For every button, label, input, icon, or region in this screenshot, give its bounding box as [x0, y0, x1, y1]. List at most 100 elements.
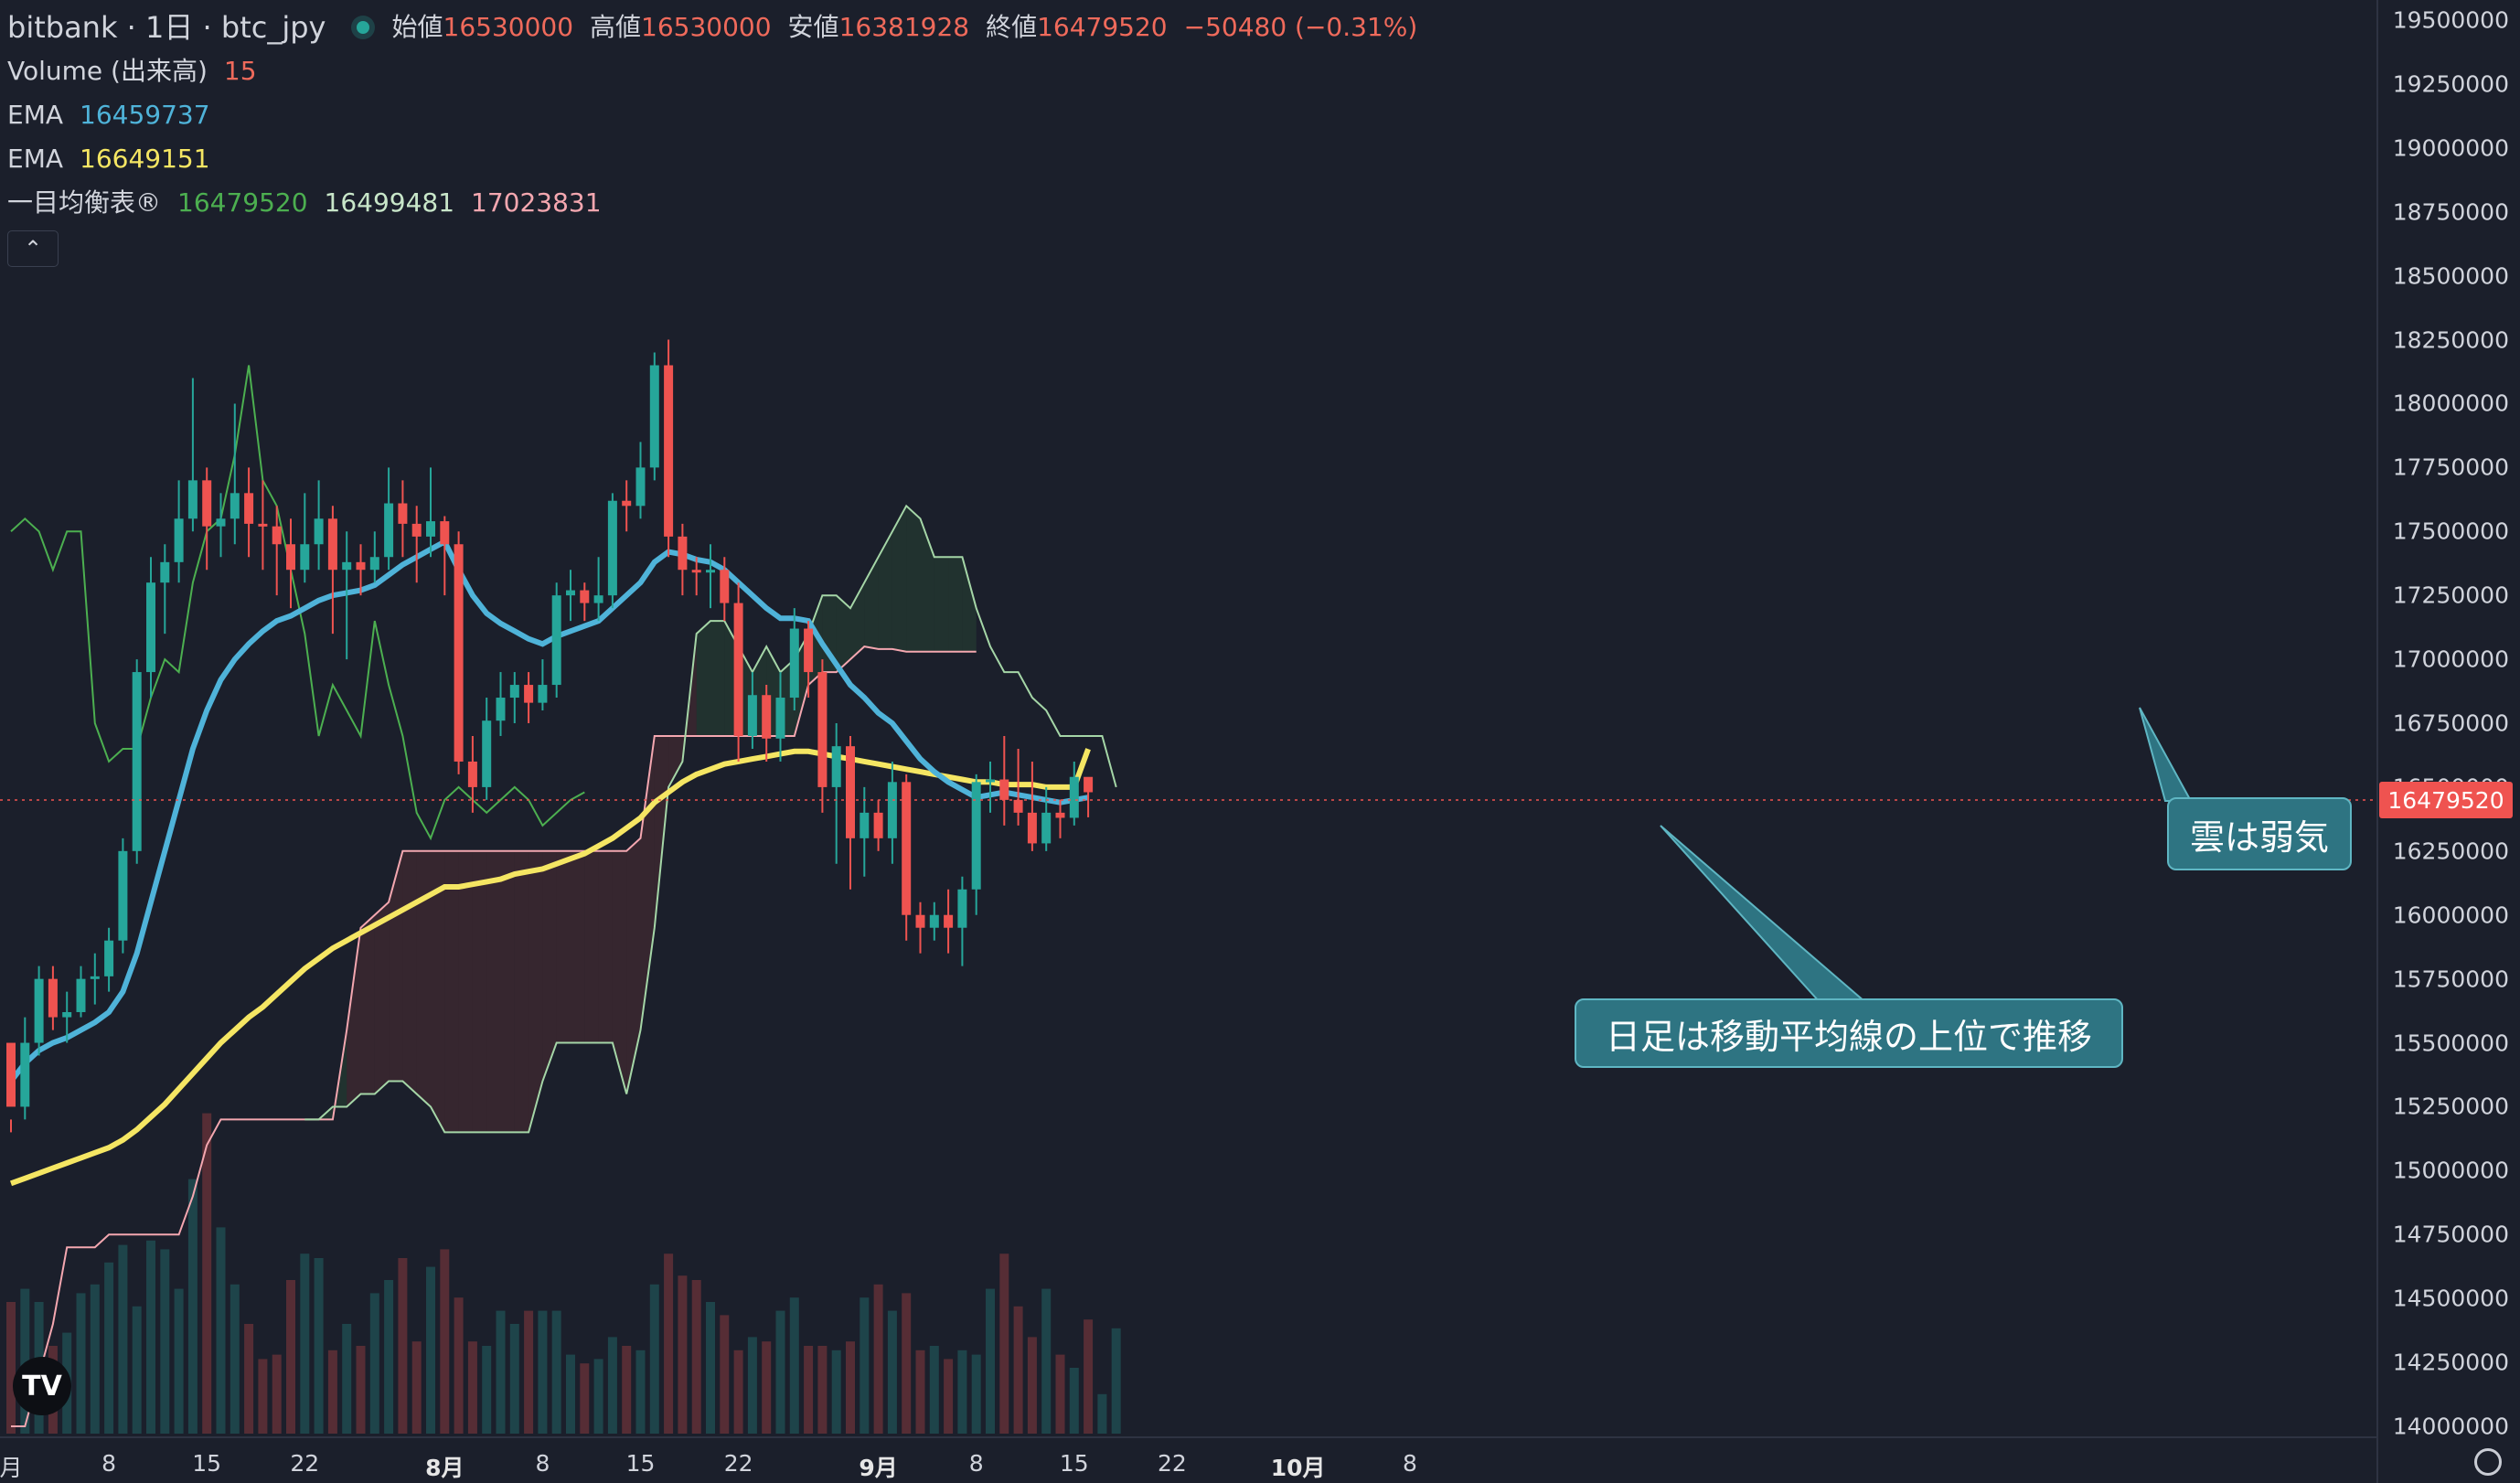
- cloud-segment: [542, 850, 557, 1082]
- volume-bar: [593, 1359, 603, 1434]
- time-tick-label: 8: [1403, 1450, 1417, 1477]
- price-tick-label: 18250000: [2392, 326, 2509, 354]
- open-label: 始値: [391, 12, 443, 42]
- ichimoku-value-3: 17023831: [471, 187, 602, 218]
- cloud-segment: [934, 557, 949, 652]
- price-axis[interactable]: 19500000 19250000 19000000 18750000 18500000…: [2377, 0, 2520, 1483]
- volume-bar: [831, 1350, 841, 1434]
- ichimoku-label: 一目均衡表®: [7, 187, 162, 218]
- ema-fast-legend[interactable]: EMA 16459737: [7, 93, 1417, 137]
- volume-bar: [272, 1354, 282, 1434]
- cloud-segment: [584, 850, 599, 1043]
- tradingview-logo-icon[interactable]: TV: [13, 1357, 71, 1415]
- candle-body: [593, 595, 603, 603]
- candle-body: [649, 365, 659, 468]
- volume-bar: [747, 1337, 757, 1434]
- candle-body: [1069, 776, 1079, 818]
- symbol-row: bitbank · 1日 · btc_jpy 始値 16530000 高値 1653…: [7, 5, 1417, 49]
- volume-bar: [762, 1341, 772, 1434]
- volume-bar: [999, 1254, 1009, 1434]
- volume-bar: [216, 1227, 226, 1434]
- cloud-annotation[interactable]: 雲は弱気: [2167, 797, 2352, 870]
- price-tick-label: 19500000: [2392, 6, 2509, 34]
- candle-body: [467, 761, 477, 787]
- close-value: 16479520: [1037, 12, 1168, 42]
- settings-gear-icon[interactable]: [2474, 1448, 2502, 1476]
- chart-legend: bitbank · 1日 · btc_jpy 始値 16530000 高値 1653…: [7, 5, 1417, 267]
- candle-body: [426, 521, 435, 537]
- candle-body: [678, 536, 688, 571]
- price-tick-label: 18500000: [2392, 262, 2509, 290]
- symbol-title[interactable]: bitbank · 1日 · btc_jpy: [7, 10, 326, 45]
- cloud-segment: [626, 838, 641, 1094]
- volume-bar: [1097, 1393, 1107, 1434]
- candle-body: [957, 889, 967, 928]
- candle-body: [132, 672, 142, 851]
- cloud-segment: [529, 850, 543, 1133]
- candle-body: [747, 695, 757, 736]
- volume-bar: [1111, 1328, 1121, 1434]
- volume-bar: [1084, 1319, 1094, 1434]
- volume-bar: [607, 1337, 617, 1434]
- candle-body: [1013, 799, 1023, 813]
- candle-body: [160, 561, 170, 583]
- cloud-segment: [668, 735, 683, 787]
- candle-body: [314, 518, 324, 545]
- cloud-segment: [598, 850, 613, 1043]
- candle-body: [6, 1042, 16, 1107]
- volume-bars: [6, 1113, 1121, 1434]
- ichimoku-legend[interactable]: 一目均衡表® 16479520 16499481 17023831: [7, 181, 1417, 225]
- volume-bar: [691, 1280, 701, 1434]
- ichimoku-value-2: 16499481: [324, 187, 455, 218]
- candle-body: [48, 978, 58, 1018]
- daily-annotation[interactable]: 日足は移動平均線の上位で推移: [1575, 998, 2123, 1068]
- daily-callout-pointer: [1660, 825, 1868, 1003]
- volume-bar: [1027, 1337, 1037, 1434]
- volume-legend[interactable]: Volume (出来高) 15: [7, 49, 1417, 93]
- candle-body: [1084, 776, 1094, 793]
- candle-body: [538, 685, 548, 703]
- price-tick-label: 14750000: [2392, 1221, 2509, 1248]
- time-tick-label: 月: [0, 1455, 23, 1481]
- cloud-segment: [416, 850, 431, 1107]
- price-tick-label: 17000000: [2392, 645, 2509, 673]
- cloud-segment: [374, 902, 390, 1094]
- volume-bar: [566, 1354, 575, 1434]
- candle-body: [244, 493, 254, 524]
- volume-bar: [76, 1293, 86, 1434]
- candle-body: [216, 518, 226, 527]
- senkou-span-a-line: [304, 504, 1117, 1134]
- volume-bar: [118, 1244, 128, 1434]
- collapse-legend-button[interactable]: ⌃: [7, 230, 59, 267]
- volume-bar: [551, 1310, 561, 1434]
- candle-body: [986, 779, 995, 783]
- candle-body: [915, 914, 925, 928]
- ema-slow-legend[interactable]: EMA 16649151: [7, 137, 1417, 181]
- close-label: 終値: [986, 12, 1038, 42]
- candle-body: [34, 978, 44, 1043]
- ema-slow-label: EMA: [7, 144, 64, 174]
- volume-bar: [957, 1350, 967, 1434]
- candle-body: [804, 628, 814, 673]
- candle-body: [300, 544, 310, 571]
- market-status-icon: [357, 21, 370, 34]
- candle-body: [187, 480, 198, 519]
- volume-value: 15: [223, 56, 257, 86]
- cloud-segment: [906, 506, 921, 652]
- volume-bar: [649, 1284, 659, 1434]
- volume-bar: [929, 1346, 939, 1434]
- ema-fast-line: [8, 538, 1089, 1083]
- volume-bar: [244, 1324, 254, 1434]
- time-tick-label: 15: [1059, 1450, 1089, 1477]
- candle-body: [944, 914, 954, 928]
- cloud-segment: [892, 506, 907, 652]
- low-value: 16381928: [838, 12, 970, 42]
- candle-body: [999, 779, 1009, 800]
- volume-bar: [286, 1280, 295, 1434]
- volume-bar: [635, 1350, 646, 1434]
- volume-bar: [733, 1350, 743, 1434]
- cloud-segment: [360, 914, 375, 1094]
- price-tick-label: 16750000: [2392, 709, 2509, 737]
- low-label: 安値: [787, 12, 839, 42]
